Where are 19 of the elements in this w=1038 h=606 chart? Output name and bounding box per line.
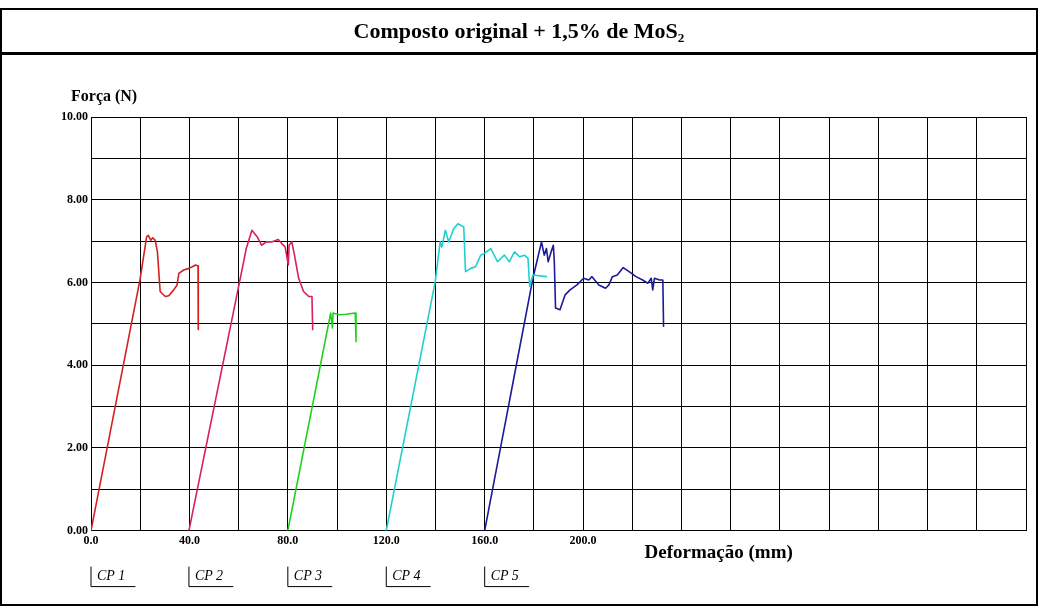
text: CP 3 (293, 568, 322, 584)
x-tick-label: 80.0 (277, 532, 299, 547)
y-tick-label: 2.00 (67, 439, 88, 454)
text: CP 1 (97, 568, 126, 584)
text: CP 2 (194, 568, 224, 584)
y-tick-label: 8.00 (67, 191, 88, 206)
x-tick-label: 120.0 (372, 532, 400, 547)
text: CP 5 (490, 568, 519, 584)
y-tick-label: 6.00 (67, 274, 88, 289)
x-tick-label: 200.0 (569, 532, 597, 547)
text: CP 4 (392, 568, 421, 584)
y-tick-label: 4.00 (67, 357, 88, 372)
y-tick-label: 10.00 (61, 109, 88, 124)
chart-title: Composto original + 1,5% de MoS₂ (2, 10, 1036, 55)
x-axis-title: Deformação (mm) (644, 540, 793, 563)
x-tick-label: 40.0 (178, 532, 200, 547)
x-tick-label: 160.0 (471, 532, 499, 547)
y-axis-title: Força (N) (71, 87, 138, 106)
y-tick-label: 0.00 (67, 522, 88, 537)
